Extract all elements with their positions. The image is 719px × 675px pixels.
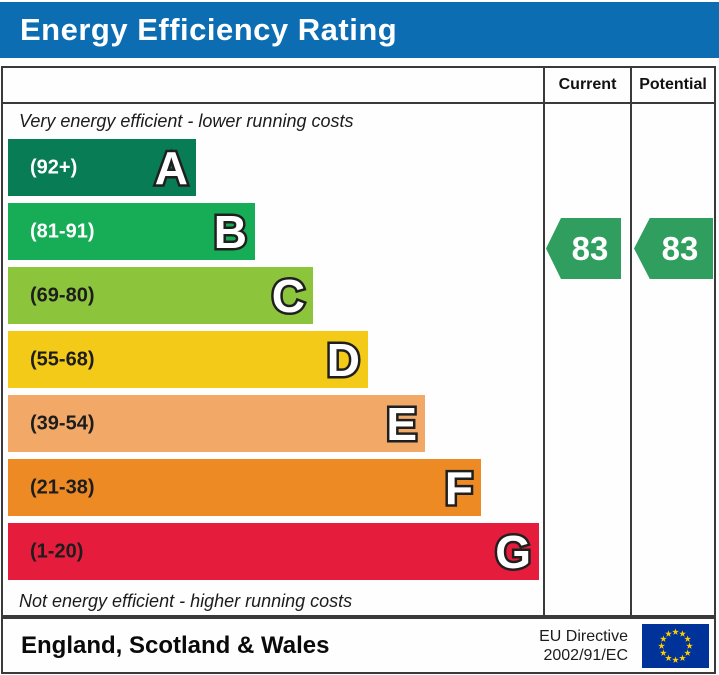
band-range-label: (1-20) (30, 540, 84, 562)
band-range-label: (92+) (30, 156, 78, 178)
footer: England, Scotland & Wales EU Directive 2… (1, 617, 716, 674)
potential-rating-value: 83 (661, 229, 699, 267)
band-row-g: (1-20) G (8, 523, 539, 580)
current-rating-arrow: 83 (546, 218, 621, 279)
band-row-b: (81-91) B (8, 203, 255, 260)
potential-rating-arrow: 83 (634, 218, 713, 279)
band-letter: D (327, 337, 360, 383)
header-spacer (3, 68, 543, 102)
band-letter: G (495, 529, 531, 575)
band-range-label: (81-91) (30, 220, 95, 242)
current-rating-value: 83 (571, 229, 609, 267)
band-letter: B (214, 209, 247, 255)
band-row-c: (69-80) C (8, 267, 313, 324)
region-label: England, Scotland & Wales (21, 631, 330, 659)
band-range-label: (55-68) (30, 348, 95, 370)
col-header-current: Current (543, 68, 630, 102)
band-range-label: (69-80) (30, 284, 95, 306)
rating-cell-current: 83 (543, 104, 630, 616)
band-range-label: (21-38) (30, 476, 95, 498)
band-range-label: (39-54) (30, 412, 95, 434)
rating-cell-potential: 83 (630, 104, 714, 616)
header-row: Current Potential (3, 68, 714, 104)
eu-directive-text: EU Directive 2002/91/EC (539, 627, 628, 665)
chart-area: Very energy efficient - lower running co… (3, 104, 543, 616)
band-row-e: (39-54) E (8, 395, 425, 452)
col-header-potential: Potential (630, 68, 714, 102)
rating-table: Current Potential Very energy efficient … (1, 66, 716, 617)
eu-directive-line2: 2002/91/EC (543, 646, 628, 664)
band-row-d: (55-68) D (8, 331, 368, 388)
table-body: Very energy efficient - lower running co… (3, 104, 714, 616)
caption-very-efficient: Very energy efficient - lower running co… (19, 111, 354, 131)
band-letter: F (445, 465, 473, 511)
band-row-f: (21-38) F (8, 459, 481, 516)
page-title: Energy Efficiency Rating (20, 12, 398, 47)
eu-flag-icon (642, 624, 709, 668)
caption-not-efficient: Not energy efficient - higher running co… (19, 591, 353, 611)
band-letter: C (272, 273, 305, 319)
band-letter: E (386, 401, 417, 447)
title-bar: Energy Efficiency Rating (0, 2, 719, 58)
band-letter: A (155, 145, 188, 191)
eu-directive-line1: EU Directive (539, 627, 628, 645)
band-row-a: (92+) A (8, 139, 196, 196)
